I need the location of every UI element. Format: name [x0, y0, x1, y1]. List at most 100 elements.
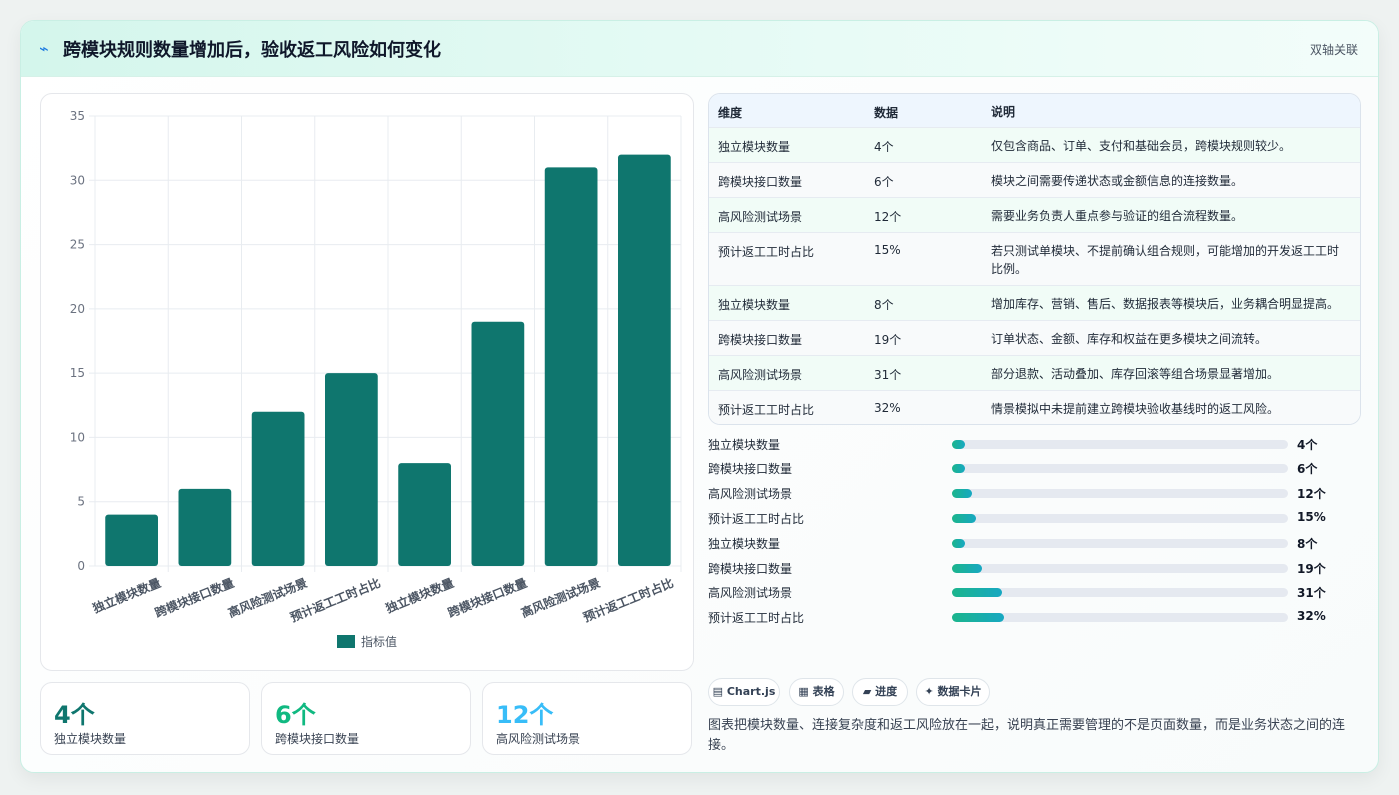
table-cell: 若只测试单模块、不提前确认组合规则，可能增加的开发返工工时比例。 [991, 244, 1340, 276]
progress-fill [952, 588, 1003, 597]
bolt-icon: ⌁ [39, 39, 49, 58]
kpi-value: 12个 [496, 701, 554, 729]
table-cell: 情景模拟中未提前建立跨模块验收基线时的返工风险。 [991, 402, 1280, 416]
progress-track [952, 613, 1288, 622]
y-tick-label: 25 [70, 238, 85, 252]
sparkle-icon: ✦ [924, 685, 934, 698]
table-row: 预计返工工时占比 15% 若只测试单模块、不提前确认组合规则，可能增加的开发返工… [709, 232, 1360, 285]
table-cell: 4个 [874, 140, 894, 154]
progress-track [952, 514, 1288, 523]
table-cell: 仅包含商品、订单、支付和基础会员，跨模块规则较少。 [991, 139, 1292, 153]
chart-note: 图表把模块数量、连接复杂度和返工风险放在一起，说明真正需要管理的不是页面数量，而… [708, 718, 1346, 753]
progress-label: 独立模块数量 [708, 537, 781, 551]
progress-label: 预计返工工时占比 [708, 611, 805, 625]
table-cell: 独立模块数量 [718, 140, 791, 154]
kpi-label: 独立模块数量 [54, 732, 127, 746]
table-row: 跨模块接口数量 6个 模块之间需要传递状态或金额信息的连接数量。 [709, 162, 1360, 197]
table-cell: 部分退款、活动叠加、库存回滚等组合场景显著增加。 [991, 367, 1280, 381]
chip-data-card[interactable]: ✦ 数据卡片 [916, 678, 990, 706]
table-row: 高风险测试场景 12个 需要业务负责人重点参与验证的组合流程数量。 [709, 197, 1360, 232]
chip-table[interactable]: ▦ 表格 [789, 678, 844, 706]
progress-value: 6个 [1297, 462, 1318, 476]
kpi-label: 高风险测试场景 [496, 732, 581, 746]
chip-progress[interactable]: ▰ 进度 [852, 678, 908, 706]
progress-value: 19个 [1297, 562, 1326, 576]
y-tick-label: 15 [70, 366, 85, 380]
dashboard-card: ⌁ 跨模块规则数量增加后，验收返工风险如何变化 双轴关联 0 5 10 15 20 25 3… [20, 20, 1379, 773]
progress-fill [952, 440, 966, 449]
progress-row: 独立模块数量 8个 [708, 534, 1361, 552]
progress-fill [952, 489, 973, 498]
y-tick-label: 35 [70, 109, 85, 123]
progress-track [952, 440, 1288, 449]
table-header-cell: 维度 [718, 106, 743, 120]
x-tick-label: 独立模块数量 [89, 575, 162, 616]
table-cell: 31个 [874, 368, 902, 382]
x-tick-label: 跨模块接口数量 [152, 575, 236, 620]
progress-value: 8个 [1297, 537, 1318, 551]
progress-fill [952, 564, 983, 573]
progress-icon: ▰ [862, 685, 872, 698]
legend-swatch [337, 635, 355, 648]
table-cell: 独立模块数量 [718, 298, 791, 312]
data-table: 维度 数据 说明 独立模块数量 4个 仅包含商品、订单、支付和基础会员，跨模块规… [708, 93, 1361, 425]
table-header-cell: 数据 [874, 106, 899, 120]
bar [251, 411, 305, 566]
bar [544, 167, 598, 566]
table-cell: 订单状态、金额、库存和权益在更多模块之间流转。 [991, 332, 1268, 346]
kpi-card: 4个 独立模块数量 [40, 682, 250, 755]
table-cell: 高风险测试场景 [718, 210, 803, 224]
bar [471, 321, 525, 566]
bar [325, 373, 378, 566]
y-tick-label: 5 [77, 495, 85, 509]
progress-fill [952, 514, 976, 523]
table-cell: 模块之间需要传递状态或金额信息的连接数量。 [991, 174, 1244, 188]
page-title: 跨模块规则数量增加后，验收返工风险如何变化 [63, 40, 441, 61]
table-cell: 32% [874, 401, 901, 415]
table-cell: 跨模块接口数量 [718, 175, 803, 189]
chip-label: 进度 [875, 685, 898, 698]
chip-label: 数据卡片 [937, 685, 982, 698]
bar [398, 463, 451, 566]
progress-track [952, 564, 1288, 573]
table-cell: 6个 [874, 175, 894, 189]
kpi-label: 跨模块接口数量 [275, 732, 360, 746]
bar [178, 488, 232, 566]
table-row: 独立模块数量 8个 增加库存、营销、售后、数据报表等模块后，业务耦合明显提高。 [709, 285, 1360, 320]
progress-row: 高风险测试场景 31个 [708, 583, 1361, 601]
progress-row: 预计返工工时占比 15% [708, 509, 1361, 527]
kpi-card: 6个 跨模块接口数量 [261, 682, 471, 755]
progress-label: 跨模块接口数量 [708, 462, 793, 476]
bar [618, 154, 671, 567]
chip-chartjs[interactable]: ▤ Chart.js [708, 678, 780, 706]
progress-track [952, 464, 1288, 473]
progress-row: 独立模块数量 4个 [708, 435, 1361, 453]
progress-fill [952, 539, 966, 548]
kpi-card: 12个 高风险测试场景 [482, 682, 692, 755]
card-header: ⌁ 跨模块规则数量增加后，验收返工风险如何变化 双轴关联 [21, 21, 1378, 77]
bar-chart: 05101520253035独立模块数量跨模块接口数量高风险测试场景预计返工工时… [70, 109, 682, 649]
table-row: 预计返工工时占比 32% 情景模拟中未提前建立跨模块验收基线时的返工风险。 [709, 390, 1360, 424]
progress-value: 15% [1297, 510, 1326, 524]
table-cell: 15% [874, 243, 901, 257]
y-tick-label: 10 [70, 430, 85, 444]
progress-label: 独立模块数量 [708, 438, 781, 452]
table-header-row: 维度 数据 说明 [709, 94, 1360, 127]
progress-row: 高风险测试场景 12个 [708, 484, 1361, 502]
progress-track [952, 539, 1288, 548]
kpi-value: 6个 [275, 701, 316, 729]
table-row: 跨模块接口数量 19个 订单状态、金额、库存和权益在更多模块之间流转。 [709, 320, 1360, 355]
y-tick-label: 30 [70, 173, 85, 187]
table-cell: 12个 [874, 210, 902, 224]
progress-value: 4个 [1297, 438, 1318, 452]
table-cell: 高风险测试场景 [718, 368, 803, 382]
progress-row: 跨模块接口数量 19个 [708, 559, 1361, 577]
table-cell: 需要业务负责人重点参与验证的组合流程数量。 [991, 209, 1244, 223]
table-header-cell: 说明 [991, 105, 1016, 119]
table-icon: ▦ [798, 685, 809, 698]
legend-label: 指标值 [361, 634, 397, 649]
table-cell: 8个 [874, 298, 894, 312]
y-tick-label: 0 [77, 559, 85, 573]
y-tick-label: 20 [70, 302, 85, 316]
table-cell: 跨模块接口数量 [718, 333, 803, 347]
